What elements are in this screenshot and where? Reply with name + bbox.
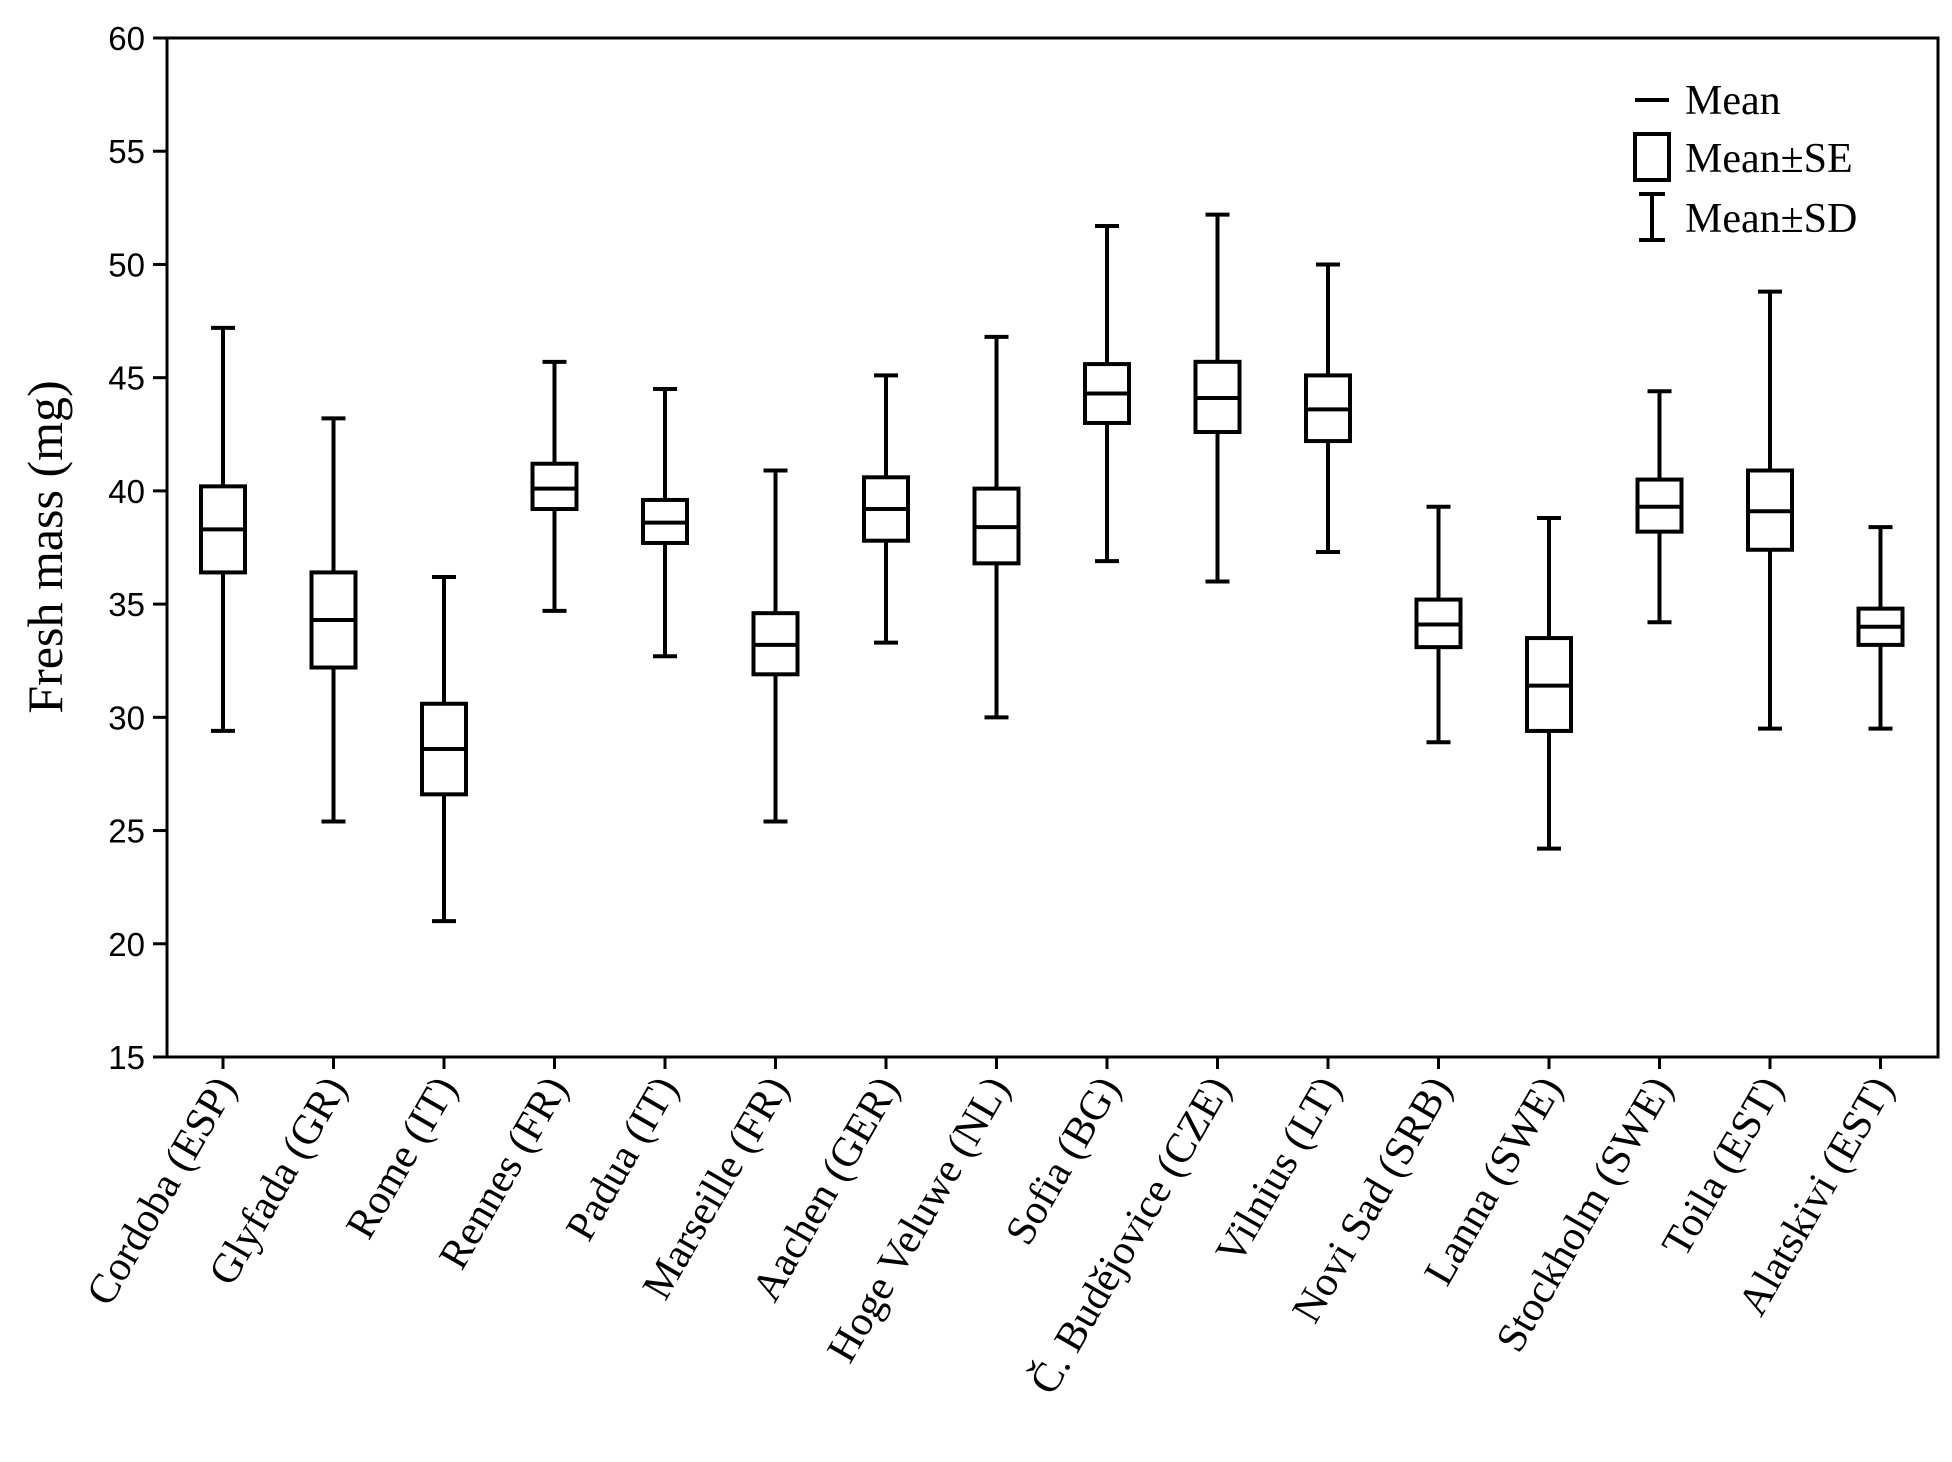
box-group: [751, 468, 800, 824]
box-group: [1856, 525, 1905, 731]
y-tick-label: 40: [108, 473, 145, 510]
x-axis: Cordoba (ESP)Glyfada (GR)Rome (IT)Rennes…: [78, 1057, 1903, 1402]
y-tick-label: 20: [108, 926, 145, 963]
legend-symbol-box: [1633, 132, 1671, 182]
y-tick-label: 55: [108, 133, 145, 170]
y-tick-label: 25: [108, 813, 145, 850]
box-group: [1525, 516, 1573, 851]
legend: Mean Mean±SE Mean±SD: [1633, 78, 1857, 242]
box-group: [1193, 212, 1242, 584]
y-tick-label: 35: [108, 586, 145, 623]
y-tick-label: 15: [108, 1039, 145, 1076]
x-category-label: Č. Budějovice (CZE): [1020, 1069, 1240, 1403]
se-box: [530, 461, 579, 512]
series-group: [199, 212, 1905, 924]
y-tick-label: 30: [108, 699, 145, 736]
x-category-label: Padua (IT): [557, 1069, 687, 1249]
box-group: [1414, 504, 1463, 745]
box-group: [309, 416, 358, 824]
y-axis: 15 20 25 30 35 40 45 50 55 60: [108, 20, 167, 1076]
box-group: [530, 359, 579, 613]
box-group: [420, 574, 468, 924]
box-group: [862, 373, 910, 645]
box-group: [1746, 289, 1794, 731]
y-tick-label: 50: [108, 246, 145, 283]
legend-label: Mean±SD: [1685, 196, 1857, 242]
x-category-label: Rome (IT): [338, 1069, 467, 1247]
box-group: [1635, 389, 1684, 625]
box-group: [1304, 262, 1352, 555]
plot-area-frame: [165, 36, 1940, 1059]
legend-label: Mean: [1685, 78, 1781, 124]
y-tick-label: 60: [108, 20, 145, 57]
legend-symbol-whisker: [1639, 192, 1665, 242]
box-group: [1083, 223, 1131, 564]
legend-label: Mean±SE: [1685, 136, 1853, 182]
y-axis-title: Fresh mass (mg): [17, 380, 73, 713]
box-group: [972, 334, 1021, 720]
box-group: [641, 386, 689, 659]
box-group: [199, 325, 247, 733]
y-tick-label: 45: [108, 360, 145, 397]
